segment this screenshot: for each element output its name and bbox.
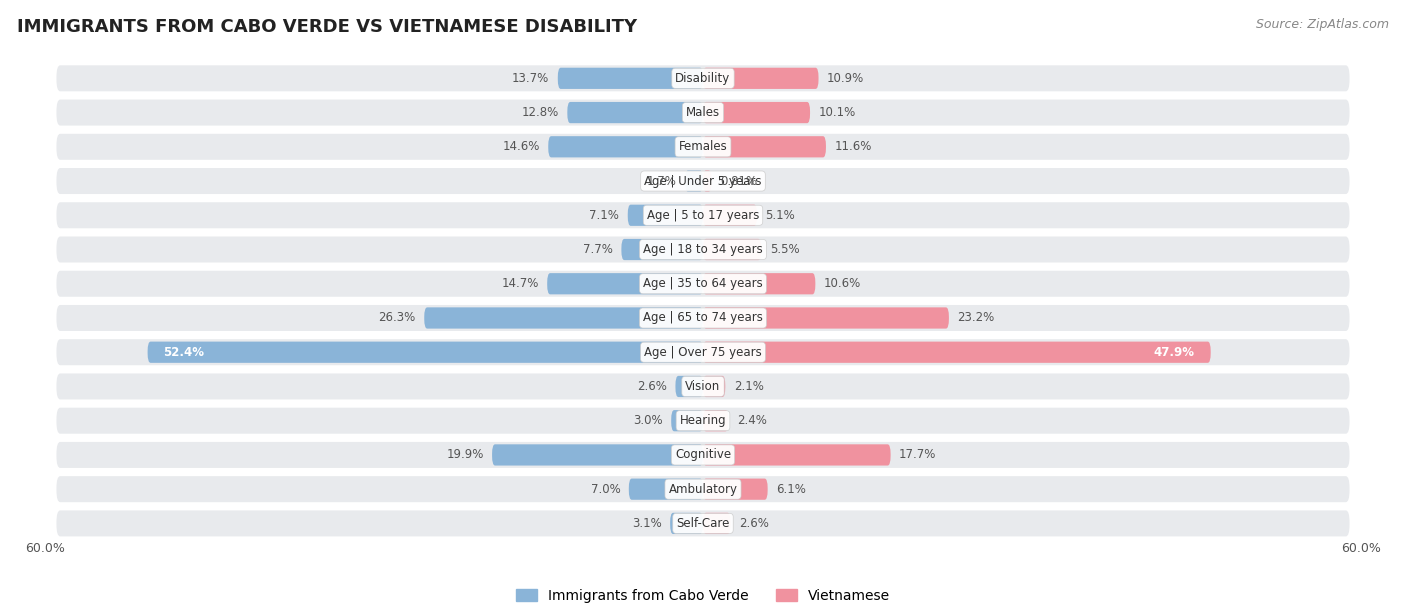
FancyBboxPatch shape (703, 136, 825, 157)
Text: Age | 65 to 74 years: Age | 65 to 74 years (643, 312, 763, 324)
Text: Ambulatory: Ambulatory (668, 483, 738, 496)
Text: 7.0%: 7.0% (591, 483, 620, 496)
Text: Females: Females (679, 140, 727, 153)
Text: 26.3%: 26.3% (378, 312, 416, 324)
FancyBboxPatch shape (685, 170, 703, 192)
FancyBboxPatch shape (56, 442, 1350, 468)
Text: 3.0%: 3.0% (633, 414, 662, 427)
Text: Disability: Disability (675, 72, 731, 85)
FancyBboxPatch shape (56, 271, 1350, 297)
Text: 11.6%: 11.6% (834, 140, 872, 153)
Text: Hearing: Hearing (679, 414, 727, 427)
Text: 5.5%: 5.5% (769, 243, 800, 256)
Text: 6.1%: 6.1% (776, 483, 806, 496)
FancyBboxPatch shape (703, 170, 711, 192)
FancyBboxPatch shape (56, 168, 1350, 194)
Text: 60.0%: 60.0% (1341, 542, 1381, 554)
FancyBboxPatch shape (671, 513, 703, 534)
Text: Source: ZipAtlas.com: Source: ZipAtlas.com (1256, 18, 1389, 31)
FancyBboxPatch shape (621, 239, 703, 260)
FancyBboxPatch shape (703, 68, 818, 89)
FancyBboxPatch shape (628, 479, 703, 500)
Text: 14.6%: 14.6% (502, 140, 540, 153)
FancyBboxPatch shape (56, 510, 1350, 537)
Text: Age | 5 to 17 years: Age | 5 to 17 years (647, 209, 759, 222)
FancyBboxPatch shape (703, 376, 725, 397)
FancyBboxPatch shape (703, 479, 768, 500)
Text: 2.4%: 2.4% (737, 414, 766, 427)
Text: 60.0%: 60.0% (25, 542, 65, 554)
FancyBboxPatch shape (627, 204, 703, 226)
Text: 7.7%: 7.7% (583, 243, 613, 256)
FancyBboxPatch shape (547, 273, 703, 294)
FancyBboxPatch shape (56, 65, 1350, 91)
Text: Age | Over 75 years: Age | Over 75 years (644, 346, 762, 359)
FancyBboxPatch shape (703, 307, 949, 329)
FancyBboxPatch shape (56, 100, 1350, 125)
Text: 52.4%: 52.4% (163, 346, 204, 359)
FancyBboxPatch shape (56, 373, 1350, 400)
FancyBboxPatch shape (548, 136, 703, 157)
Text: 2.1%: 2.1% (734, 380, 763, 393)
Text: Age | 18 to 34 years: Age | 18 to 34 years (643, 243, 763, 256)
FancyBboxPatch shape (703, 410, 728, 431)
FancyBboxPatch shape (56, 408, 1350, 434)
Text: Age | Under 5 years: Age | Under 5 years (644, 174, 762, 187)
FancyBboxPatch shape (703, 444, 890, 466)
Text: 13.7%: 13.7% (512, 72, 550, 85)
Text: 12.8%: 12.8% (522, 106, 558, 119)
Text: 1.7%: 1.7% (647, 174, 676, 187)
Text: 7.1%: 7.1% (589, 209, 619, 222)
Text: 2.6%: 2.6% (740, 517, 769, 530)
Text: Males: Males (686, 106, 720, 119)
Text: 10.1%: 10.1% (818, 106, 856, 119)
FancyBboxPatch shape (492, 444, 703, 466)
Text: 3.1%: 3.1% (631, 517, 662, 530)
FancyBboxPatch shape (703, 102, 810, 123)
FancyBboxPatch shape (56, 236, 1350, 263)
FancyBboxPatch shape (558, 68, 703, 89)
Text: 10.6%: 10.6% (824, 277, 860, 290)
Text: 47.9%: 47.9% (1154, 346, 1195, 359)
Text: Age | 35 to 64 years: Age | 35 to 64 years (643, 277, 763, 290)
FancyBboxPatch shape (56, 339, 1350, 365)
Legend: Immigrants from Cabo Verde, Vietnamese: Immigrants from Cabo Verde, Vietnamese (516, 589, 890, 603)
Text: IMMIGRANTS FROM CABO VERDE VS VIETNAMESE DISABILITY: IMMIGRANTS FROM CABO VERDE VS VIETNAMESE… (17, 18, 637, 36)
FancyBboxPatch shape (56, 476, 1350, 502)
Text: 23.2%: 23.2% (957, 312, 994, 324)
FancyBboxPatch shape (56, 305, 1350, 331)
Text: 0.81%: 0.81% (720, 174, 758, 187)
FancyBboxPatch shape (425, 307, 703, 329)
FancyBboxPatch shape (703, 273, 815, 294)
Text: Vision: Vision (685, 380, 721, 393)
Text: 19.9%: 19.9% (446, 449, 484, 461)
FancyBboxPatch shape (56, 202, 1350, 228)
FancyBboxPatch shape (671, 410, 703, 431)
Text: 2.6%: 2.6% (637, 380, 666, 393)
FancyBboxPatch shape (703, 341, 1211, 363)
Text: 14.7%: 14.7% (502, 277, 538, 290)
FancyBboxPatch shape (703, 204, 756, 226)
Text: Self-Care: Self-Care (676, 517, 730, 530)
Text: 5.1%: 5.1% (765, 209, 796, 222)
FancyBboxPatch shape (703, 513, 731, 534)
FancyBboxPatch shape (703, 239, 761, 260)
FancyBboxPatch shape (56, 134, 1350, 160)
Text: 17.7%: 17.7% (898, 449, 936, 461)
FancyBboxPatch shape (568, 102, 703, 123)
Text: Cognitive: Cognitive (675, 449, 731, 461)
FancyBboxPatch shape (148, 341, 703, 363)
FancyBboxPatch shape (675, 376, 703, 397)
Text: 10.9%: 10.9% (827, 72, 865, 85)
